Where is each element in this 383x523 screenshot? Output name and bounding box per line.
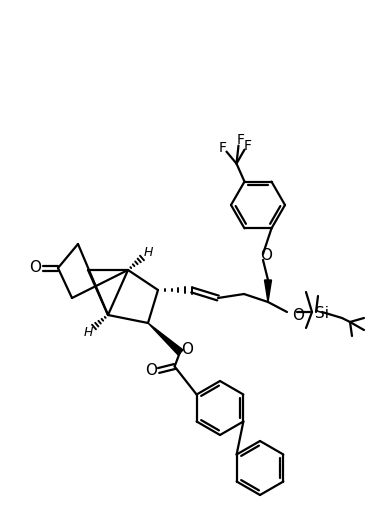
Text: O: O — [260, 247, 272, 263]
Text: O: O — [292, 308, 304, 323]
Text: O: O — [182, 342, 194, 357]
Text: H: H — [143, 245, 153, 258]
Text: F: F — [244, 139, 252, 153]
Text: H: H — [83, 326, 93, 339]
Text: Si: Si — [315, 306, 329, 322]
Text: F: F — [236, 133, 244, 146]
Polygon shape — [265, 280, 272, 302]
Text: O: O — [29, 260, 41, 276]
Polygon shape — [148, 323, 183, 355]
Text: F: F — [218, 141, 226, 155]
Text: O: O — [146, 363, 158, 378]
